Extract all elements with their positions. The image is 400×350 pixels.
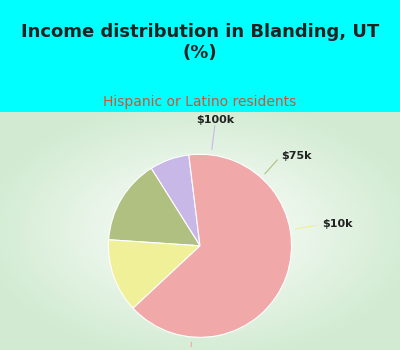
Text: Hispanic or Latino residents: Hispanic or Latino residents xyxy=(103,94,297,108)
Wedge shape xyxy=(133,154,292,337)
Wedge shape xyxy=(109,168,200,246)
Text: $10k: $10k xyxy=(322,219,352,229)
Wedge shape xyxy=(151,155,200,246)
Text: Income distribution in Blanding, UT
(%): Income distribution in Blanding, UT (%) xyxy=(21,23,379,62)
Text: $100k: $100k xyxy=(196,116,234,125)
Text: $75k: $75k xyxy=(281,151,311,161)
Wedge shape xyxy=(108,240,200,308)
